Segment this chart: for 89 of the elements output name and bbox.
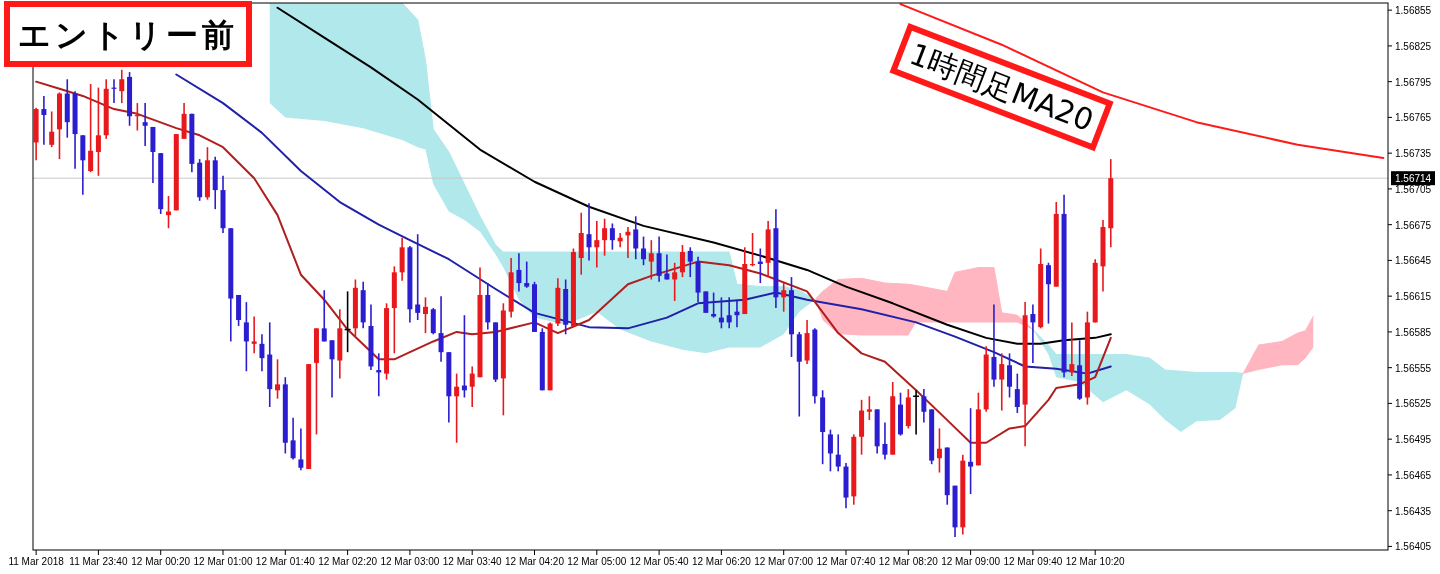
candlestick — [1007, 352, 1013, 399]
x-tick-label: 12 Mar 05:00 — [567, 556, 627, 567]
candlestick — [275, 358, 281, 400]
candlestick — [95, 86, 101, 177]
y-tick-label: 1.56705 — [1395, 183, 1432, 195]
x-tick-label: 11 Mar 2018 — [8, 556, 65, 567]
x-tick-label: 12 Mar 01:00 — [193, 556, 253, 567]
x-tick-label: 12 Mar 04:20 — [505, 556, 565, 567]
candlestick — [142, 102, 148, 147]
candlestick — [329, 339, 335, 399]
candlestick — [41, 95, 47, 146]
y-tick-label: 1.56645 — [1395, 255, 1432, 267]
candlestick — [438, 295, 444, 363]
y-tick-label: 1.56435 — [1395, 505, 1432, 517]
candlestick — [119, 68, 125, 104]
candlestick — [991, 303, 997, 388]
candlestick — [968, 407, 974, 495]
candlestick — [781, 282, 787, 313]
candlestick — [469, 365, 475, 408]
candlestick — [609, 222, 615, 251]
candlestick — [251, 315, 257, 355]
x-tick-label: 12 Mar 03:40 — [442, 556, 503, 567]
candlestick — [49, 110, 55, 148]
x-tick-label: 12 Mar 00:20 — [131, 556, 191, 567]
candlestick — [321, 289, 327, 343]
y-tick-label: 1.56675 — [1395, 219, 1432, 231]
candlestick — [1014, 372, 1020, 414]
annotation: 1時間足MA20 — [904, 36, 1099, 139]
candlestick — [524, 260, 530, 289]
y-tick-label: 1.56735 — [1395, 148, 1432, 160]
x-tick-label: 12 Mar 03:00 — [380, 556, 440, 567]
x-tick-label: 11 Mar 23:40 — [69, 556, 128, 567]
candlestick — [648, 239, 654, 281]
x-tick-label: 12 Mar 10:20 — [1065, 556, 1126, 567]
candlestick — [1045, 262, 1051, 325]
candlestick — [656, 235, 662, 283]
y-tick-label: 1.56585 — [1395, 326, 1432, 338]
candlestick — [703, 290, 709, 314]
candlestick — [936, 427, 942, 474]
y-tick-label: 1.56765 — [1395, 112, 1432, 124]
candlestick — [298, 427, 304, 471]
candlestick — [866, 395, 872, 421]
y-tick-label: 1.56495 — [1395, 434, 1432, 446]
candlestick — [835, 433, 841, 473]
candlestick — [827, 428, 833, 473]
candlestick — [672, 262, 678, 302]
y-tick-label: 1.56555 — [1395, 362, 1432, 374]
candlestick — [1069, 321, 1075, 377]
line-series — [276, 6, 1112, 345]
candlestick — [594, 220, 600, 269]
candlestick — [290, 416, 296, 461]
candlestick — [1030, 303, 1036, 364]
candlestick — [921, 388, 927, 424]
candlestick — [726, 296, 732, 330]
candlestick — [641, 235, 647, 266]
candlestick — [88, 83, 94, 174]
y-tick-label: 1.56525 — [1395, 398, 1432, 410]
candlestick — [415, 233, 421, 321]
y-tick-label: 1.56405 — [1395, 541, 1432, 553]
candlestick — [243, 301, 249, 373]
x-tick-label: 12 Mar 08:20 — [878, 556, 939, 567]
x-tick-label: 12 Mar 09:00 — [941, 556, 1001, 567]
candlestick — [454, 372, 460, 444]
y-tick-label: 1.56795 — [1395, 76, 1432, 88]
y-tick-label: 1.56855 — [1395, 5, 1432, 17]
x-tick-label: 12 Mar 02:20 — [318, 556, 378, 567]
candlestick — [586, 202, 592, 262]
x-tick-label: 12 Mar 05:40 — [629, 556, 689, 567]
candlestick — [999, 352, 1005, 412]
ref-line-label: 1.56714 — [1395, 173, 1432, 185]
candlestick — [259, 333, 265, 373]
chart-title: エントリー前 — [18, 16, 238, 54]
x-tick-label: 12 Mar 07:00 — [754, 556, 814, 567]
candlestick — [679, 244, 685, 278]
candlestick — [430, 307, 436, 336]
candlestick — [516, 252, 522, 293]
x-tick-label: 12 Mar 09:40 — [1003, 556, 1063, 567]
y-tick-label: 1.56465 — [1395, 469, 1432, 481]
candlestick — [422, 296, 428, 334]
x-tick-label: 12 Mar 01:40 — [255, 556, 316, 567]
y-tick-label: 1.56825 — [1395, 40, 1432, 52]
x-tick-label: 12 Mar 07:40 — [816, 556, 876, 567]
candlestick — [633, 215, 639, 261]
candlestick — [687, 246, 693, 278]
x-tick-label: 12 Mar 06:20 — [691, 556, 752, 567]
line-series — [899, 3, 1385, 159]
candlestick — [602, 217, 608, 257]
y-tick-label: 1.56615 — [1395, 291, 1432, 303]
candlestick — [882, 421, 888, 461]
